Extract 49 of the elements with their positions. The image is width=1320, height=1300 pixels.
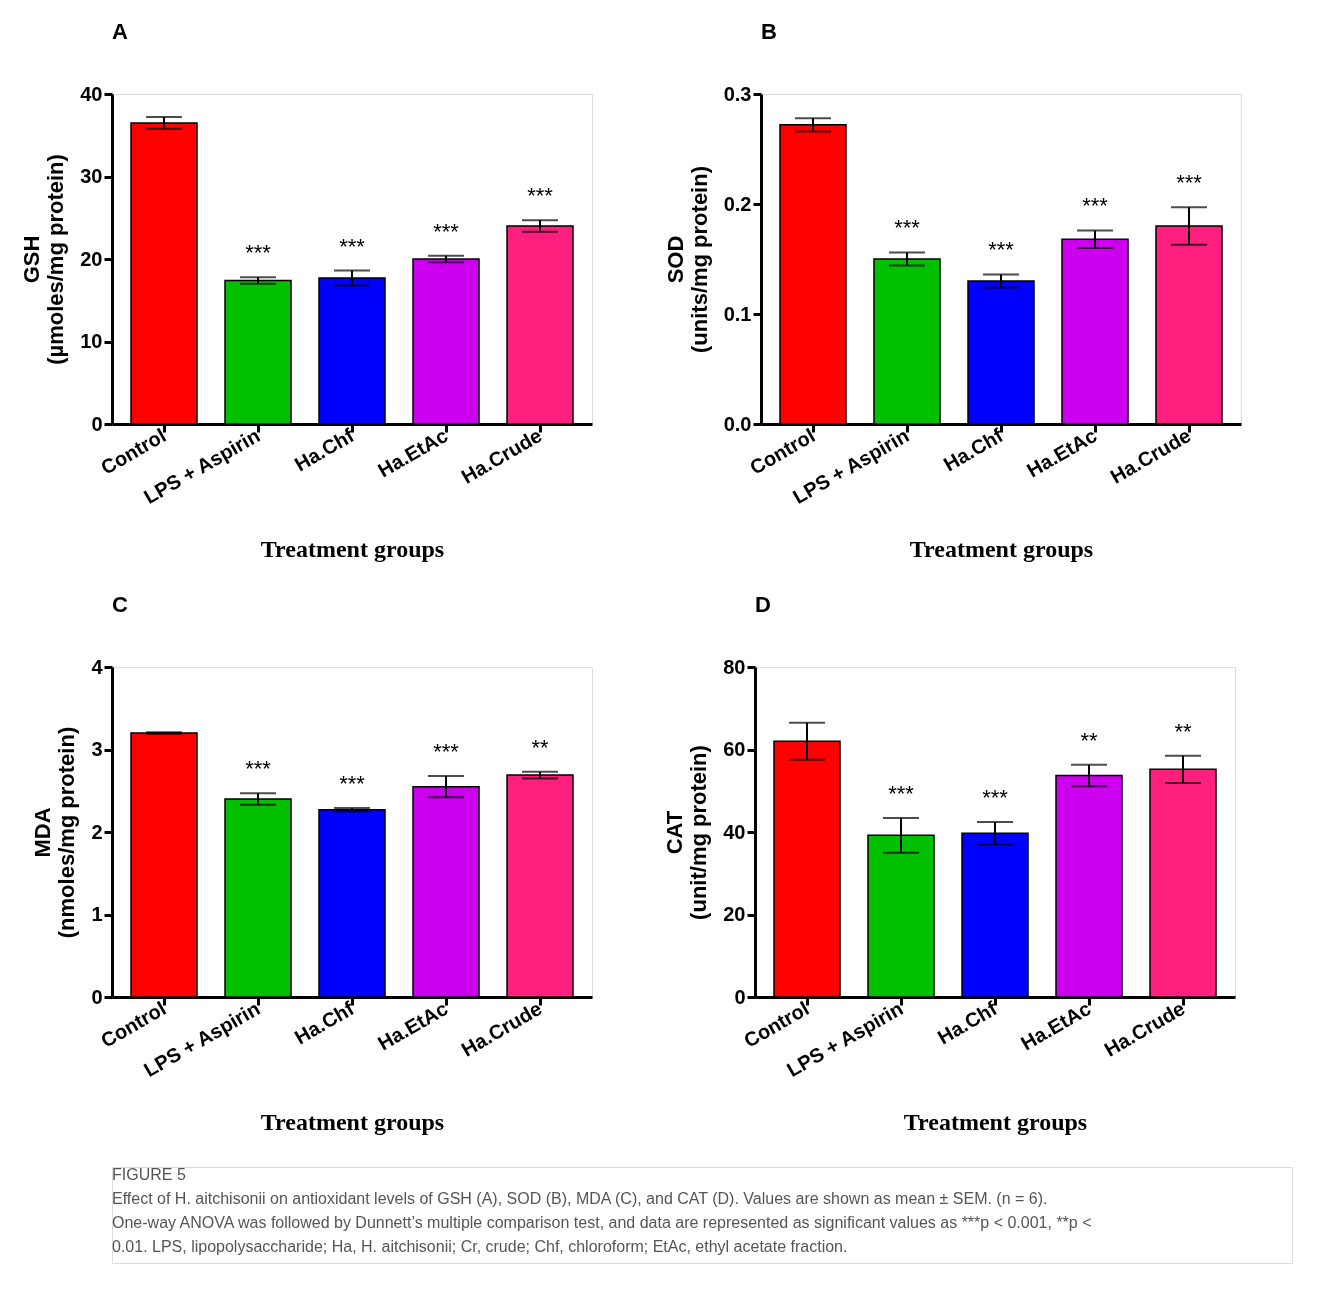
annotation: *** bbox=[1082, 193, 1109, 219]
y-tick-label: 4 bbox=[91, 655, 104, 678]
annotation: *** bbox=[339, 771, 366, 797]
y-tick-label: 10 bbox=[80, 330, 103, 352]
y-tick-label: 40 bbox=[80, 82, 103, 105]
y-tick-label: 0.2 bbox=[723, 192, 752, 215]
y-tick-label: 0 bbox=[91, 985, 103, 1008]
y-tick-label: 2 bbox=[91, 820, 103, 843]
annotation: *** bbox=[1176, 170, 1203, 196]
chart-title: C bbox=[112, 592, 128, 617]
y-tick-label: 0 bbox=[91, 412, 103, 435]
y-axis-title: CAT (unit/mg protein) bbox=[662, 745, 712, 920]
annotation: *** bbox=[894, 215, 921, 241]
y-tick-label: 0.0 bbox=[723, 412, 752, 435]
y-tick-label: 0 bbox=[734, 985, 746, 1008]
annotation: *** bbox=[245, 240, 272, 266]
x-axis-title: Treatment groups bbox=[903, 1109, 1088, 1136]
y-axis-title: MDA (nmoles/mg protein) bbox=[30, 726, 80, 939]
y-axis-title: GSH (µmoles/mg protein) bbox=[19, 154, 69, 365]
annotation: *** bbox=[988, 237, 1015, 263]
y-tick-label: 0.1 bbox=[723, 302, 752, 325]
annotation: *** bbox=[527, 183, 554, 209]
annotation: *** bbox=[245, 756, 272, 782]
x-axis-title: Treatment groups bbox=[260, 1109, 445, 1136]
chart-title: B bbox=[761, 19, 777, 44]
y-tick-label: 30 bbox=[80, 165, 103, 187]
y-tick-label: 3 bbox=[91, 738, 103, 760]
y-tick-label: 1 bbox=[91, 903, 103, 925]
y-tick-label: 60 bbox=[723, 738, 746, 760]
y-axis-title: SOD (units/mg protein) bbox=[662, 166, 712, 353]
caption: FIGURE 5 bbox=[112, 1166, 186, 1183]
annotation: ** bbox=[1174, 718, 1192, 744]
annotation: *** bbox=[339, 233, 366, 259]
chart-title: D bbox=[755, 592, 771, 617]
y-tick-label: 20 bbox=[723, 903, 746, 925]
text: Effect of H. aitchisonii on antioxidant levels of GSH (A), SOD (B), MDA (C), and CAT (D). Values are shown as mean ± SEM. (n = 6). One-way ANOVA was followed by Dunnett’s multiple comparison test, and data are represented as significant values as ***p < 0.001, **p < 0.01. LPS, lipopolysaccharide; Ha, H. aitchisonii; Cr, crude; Chf, chloroform; EtAc, ethyl acetate fraction. bbox=[112, 1190, 1092, 1255]
annotation: *** bbox=[433, 738, 460, 764]
y-tick-label: 0.3 bbox=[723, 82, 752, 105]
y-tick-label: 80 bbox=[723, 655, 746, 678]
annotation: *** bbox=[433, 218, 460, 244]
x-axis-title: Treatment groups bbox=[260, 536, 445, 563]
annotation: *** bbox=[982, 785, 1009, 811]
x-axis-title: Treatment groups bbox=[909, 536, 1094, 563]
annotation: ** bbox=[1080, 727, 1098, 753]
annotation: ** bbox=[531, 734, 549, 760]
y-tick-label: 20 bbox=[80, 247, 103, 270]
y-tick-label: 40 bbox=[723, 820, 746, 843]
chart-title: A bbox=[112, 19, 128, 44]
annotation: *** bbox=[888, 780, 915, 806]
